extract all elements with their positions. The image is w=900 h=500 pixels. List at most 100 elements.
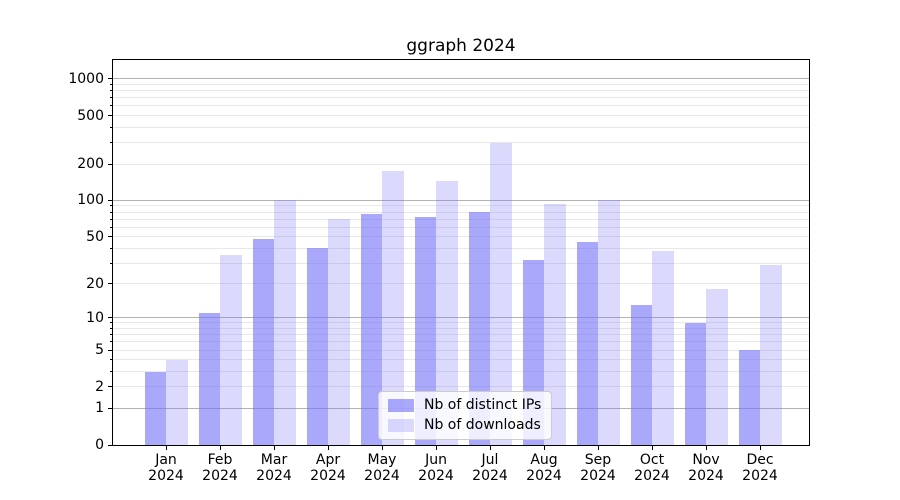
bar-distinct-ips [252,238,274,445]
bar-downloads [382,171,404,445]
x-label-month: Sep [584,452,612,468]
x-axis-tick [705,446,707,450]
y-axis-tick [108,199,112,201]
x-label-year: 2024 [472,468,508,484]
y-axis-minor-tick [109,205,112,207]
gridline-minor [113,84,809,85]
x-label-year: 2024 [634,468,670,484]
y-axis-minor-tick [109,211,112,213]
bar-downloads [220,255,242,445]
x-axis-tick-label: Feb 2024 [190,452,250,484]
bar-distinct-ips [630,305,652,445]
x-label-year: 2024 [202,468,238,484]
x-label-month: Mar [260,452,288,468]
gridline-minor [113,218,809,220]
x-label-month: Apr [315,452,341,468]
x-label-month: Jan [155,452,177,468]
y-axis-tick [108,236,112,238]
x-axis-tick [597,446,599,450]
y-axis-tick-label: 1 [95,400,104,417]
x-axis-tick-label: Jul 2024 [460,452,520,484]
x-label-year: 2024 [526,468,562,484]
gridline-major [113,199,809,201]
bar-distinct-ips [414,216,436,445]
x-axis-tick-label: Oct 2024 [622,452,682,484]
x-label-month: Jul [481,452,499,468]
x-label-month: Dec [746,452,774,468]
y-axis-tick-label: 1000 [68,70,104,87]
x-axis-tick [381,446,383,450]
y-axis-tick-label: 0 [95,437,104,453]
x-axis-tick [651,446,653,450]
legend-item-distinct-ips: Nb of distinct IPs [388,398,541,413]
y-axis-minor-tick [109,90,112,92]
gridline-minor [113,334,809,336]
y-axis-tick-label: 100 [77,192,104,209]
gridline-minor [113,105,809,107]
x-axis-tick-label: Mar 2024 [244,452,304,484]
gridline-minor [113,371,809,373]
x-axis-tick [165,446,167,450]
x-axis: Jan 2024 Feb 2024 Mar 2024 Apr 2024 May 2024 Jun 20… [113,446,810,496]
y-axis-minor-tick [109,226,112,228]
x-axis-tick-label: Jun 2024 [406,452,466,484]
y-axis-minor-tick [109,262,112,264]
gridline-major [113,78,809,80]
bar-downloads [652,250,674,445]
x-label-year: 2024 [580,468,616,484]
bar-distinct-ips [684,323,706,445]
y-axis-minor-tick [109,218,112,220]
bar-downloads [166,359,188,445]
y-axis-tick [108,163,112,165]
y-axis-minor-tick [109,334,112,336]
x-label-year: 2024 [688,468,724,484]
y-axis-tick [108,444,112,446]
y-axis-minor-tick [109,328,112,330]
y-axis-tick-label: 50 [86,228,104,245]
bar-distinct-ips [144,371,166,445]
x-axis-tick-label: Aug 2024 [514,452,574,484]
gridline-minor [113,205,809,207]
y-axis-tick-label: 20 [86,275,104,292]
bar-downloads [706,289,728,445]
x-label-month: Feb [207,452,233,468]
gridline-minor [113,142,809,144]
x-axis-tick [489,446,491,450]
gridline-minor [113,97,809,99]
x-label-year: 2024 [742,468,778,484]
y-axis-minor-tick [109,322,112,324]
x-label-month: Jun [425,452,447,468]
x-axis-tick [759,446,761,450]
x-axis-tick [219,446,221,450]
gridline-minor [113,126,809,128]
y-axis-minor-tick [109,97,112,99]
y-axis-minor-tick [109,84,112,85]
y-axis-tick-label: 200 [77,156,104,172]
gridline-minor [113,262,809,264]
x-axis-tick-label: Nov 2024 [676,452,736,484]
bar-distinct-ips [738,350,760,445]
x-label-month: Aug [530,452,558,468]
gridline-minor [113,247,809,249]
bar-downloads [598,200,620,445]
gridline-minor [113,341,809,343]
bar-distinct-ips [198,313,220,445]
x-axis-tick [327,446,329,450]
bar-downloads [490,142,512,445]
plot-area: Nb of distinct IPs Nb of downloads [112,59,810,446]
y-axis-tick [108,115,112,117]
gridline-minor [113,90,809,92]
gridline-major [113,317,809,319]
y-axis-minor-tick [109,359,112,361]
bar-distinct-ips [576,242,598,445]
gridline-minor [113,386,809,388]
x-axis-tick-label: May 2024 [352,452,412,484]
y-axis-tick-label: 5 [95,342,104,359]
legend-label-downloads: Nb of downloads [424,417,541,433]
x-axis-tick [435,446,437,450]
bar-downloads [760,264,782,445]
gridline-minor [113,163,809,165]
bar-downloads [274,200,296,445]
y-axis-tick-label: 2 [95,378,104,395]
